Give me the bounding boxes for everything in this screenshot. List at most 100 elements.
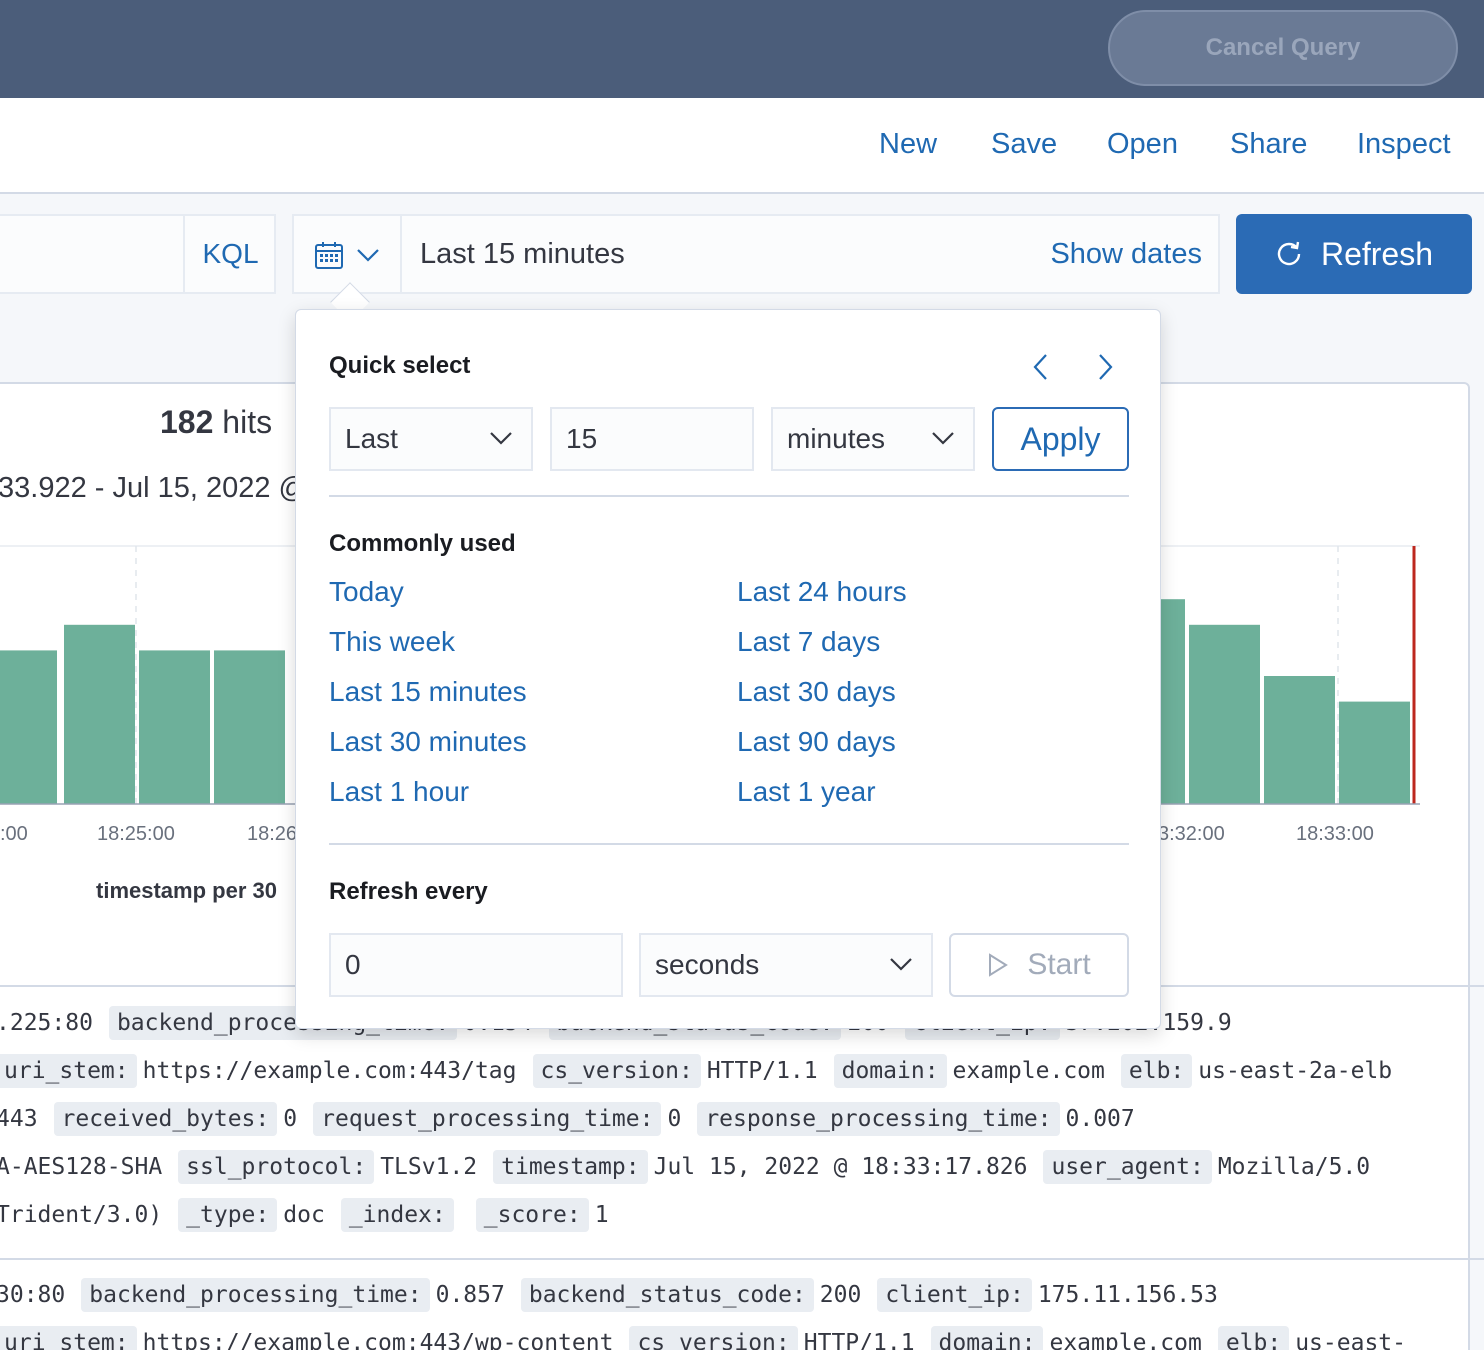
field-value: https://example.com:443/wp-content (142, 1330, 614, 1350)
cancel-query-button[interactable]: Cancel Query (1108, 10, 1458, 86)
field-name: domain: (930, 1326, 1044, 1350)
search-input[interactable] (0, 214, 276, 294)
refresh-button[interactable]: Refresh (1236, 214, 1472, 294)
field-name: backend_processing_time: (81, 1278, 430, 1312)
commonly-used-link[interactable]: Last 1 hour (329, 776, 470, 807)
apply-button[interactable]: Apply (992, 407, 1129, 471)
refresh-every-title: Refresh every (329, 878, 488, 905)
start-label: Start (1027, 948, 1091, 981)
field-name: _score: (475, 1198, 589, 1232)
field-value: 443 (0, 1106, 38, 1132)
document-row-line: 443 received_bytes: 0 request_processing_ti… (0, 1102, 1151, 1136)
tick-label: 18:25:00 (97, 823, 175, 845)
field-name: response_processing_time: (697, 1102, 1060, 1136)
field-name: received_bytes: (53, 1102, 278, 1136)
refresh-interval-input[interactable]: 0 (329, 933, 623, 997)
histogram-bar[interactable] (1264, 676, 1335, 804)
field-value: 175.11.156.53 (1037, 1282, 1218, 1308)
histogram-bar[interactable] (1189, 624, 1260, 804)
field-name: user_agent: (1043, 1150, 1212, 1184)
histogram-bar[interactable] (214, 650, 285, 804)
histogram-bar[interactable] (64, 624, 135, 804)
query-language-button[interactable]: KQL (183, 214, 276, 294)
histogram-bar[interactable] (1339, 701, 1410, 804)
refresh-unit-select[interactable]: seconds (639, 933, 933, 997)
field-value: 200 (819, 1282, 862, 1308)
top-header: Cancel Query (0, 0, 1484, 98)
quick-select-title: Quick select (329, 352, 471, 379)
commonly-used-title: Commonly used (329, 530, 516, 557)
commonly-used-link[interactable]: This week (329, 626, 456, 657)
field-value: example.com (952, 1058, 1105, 1084)
histogram-bar[interactable] (139, 650, 210, 804)
refresh-label: Refresh (1320, 235, 1434, 272)
tick-label: :00 (0, 823, 28, 845)
document-row-line: 30:80 backend_processing_time: 0.857 backen… (0, 1278, 1234, 1312)
commonly-used-link[interactable]: Last 1 year (737, 776, 876, 807)
quantity-input[interactable]: 15 (550, 407, 754, 471)
unit-select[interactable]: minutes (771, 407, 975, 471)
tense-select[interactable]: Last (329, 407, 533, 471)
field-value: Mozilla/5.0 (1217, 1154, 1371, 1180)
save-link[interactable]: Save (991, 128, 1058, 160)
field-value: 0.007 (1065, 1106, 1135, 1132)
field-value: A-AES128-SHA (0, 1154, 163, 1180)
field-name: _index: (340, 1198, 454, 1232)
inspect-link[interactable]: Inspect (1357, 128, 1451, 160)
histogram-bar[interactable] (0, 650, 57, 804)
share-link[interactable]: Share (1230, 128, 1308, 160)
top-nav-menu: New Save Open Share Inspect (0, 98, 1484, 194)
date-range-text[interactable]: Last 15 minutes (420, 238, 625, 270)
commonly-used-link[interactable]: Last 90 days (737, 726, 896, 757)
tick-label: 18:33:00 (1296, 823, 1374, 845)
commonly-used-link[interactable]: Last 7 days (737, 626, 881, 657)
show-dates-link[interactable]: Show dates (1050, 238, 1202, 270)
field-name: ssl_protocol: (178, 1150, 375, 1184)
commonly-used-link[interactable]: Last 24 hours (737, 576, 907, 607)
field-name: elb: (1120, 1054, 1193, 1088)
chevron-right-icon[interactable] (1096, 352, 1114, 382)
commonly-used-link[interactable]: Last 30 minutes (329, 726, 527, 757)
divider (329, 495, 1129, 497)
chevron-down-icon (932, 432, 954, 445)
divider (329, 843, 1129, 845)
document-row-line: uri_stem: https://example.com:443/tag cs_v… (0, 1054, 1408, 1088)
field-name: client_ip: (877, 1278, 1032, 1312)
chevron-down-icon (490, 432, 512, 445)
field-value: TLSv1.2 (380, 1154, 478, 1180)
field-value: 0 (283, 1106, 298, 1132)
field-value: us-east-2a-elb (1198, 1058, 1393, 1084)
field-name: _type: (178, 1198, 278, 1232)
play-icon (989, 953, 1009, 977)
field-value: doc (283, 1202, 325, 1228)
document-row-line: A-AES128-SHA ssl_protocol: TLSv1.2 timestam… (0, 1150, 1386, 1184)
field-value: 0.857 (435, 1282, 505, 1308)
field-name: uri_stem: (0, 1326, 137, 1350)
field-value: Trident/3.0) (0, 1202, 163, 1228)
tick-label: 18:26 (247, 823, 297, 845)
hits-count: 182 hits (160, 404, 273, 440)
calendar-icon (315, 242, 343, 269)
start-button[interactable]: Start (949, 933, 1129, 997)
row-separator (0, 1258, 1484, 1260)
commonly-used-link[interactable]: Last 15 minutes (329, 676, 527, 707)
chevron-left-icon[interactable] (1032, 352, 1050, 382)
document-row-line: Trident/3.0) _type: doc _index: _score: 1 (0, 1198, 625, 1232)
field-name: uri_stem: (0, 1054, 137, 1088)
field-value: HTTP/1.1 (706, 1058, 818, 1084)
commonly-used-link[interactable]: Last 30 days (737, 676, 896, 707)
chart-range-text: 33.922 - Jul 15, 2022 @ (0, 472, 308, 504)
field-value: https://example.com:443/tag (142, 1058, 517, 1084)
open-link[interactable]: Open (1107, 128, 1178, 160)
chevron-down-icon (890, 958, 912, 971)
field-value: .225:80 (0, 1010, 93, 1036)
new-link[interactable]: New (879, 128, 938, 160)
field-value: HTTP/1.1 (803, 1330, 915, 1350)
commonly-used-link[interactable]: Today (329, 576, 404, 607)
quick-select-popover: Quick select Last 15 minutes Apply Commo… (295, 309, 1161, 1029)
tick-label: 3:32:00 (1158, 823, 1225, 845)
refresh-icon (1277, 241, 1301, 266)
document-row-line: uri_stem: https://example.com:443/wp-cont… (0, 1326, 1422, 1350)
chart-x-axis-label: timestamp per 30 (96, 878, 277, 903)
quick-menu-toggle[interactable] (294, 216, 402, 292)
